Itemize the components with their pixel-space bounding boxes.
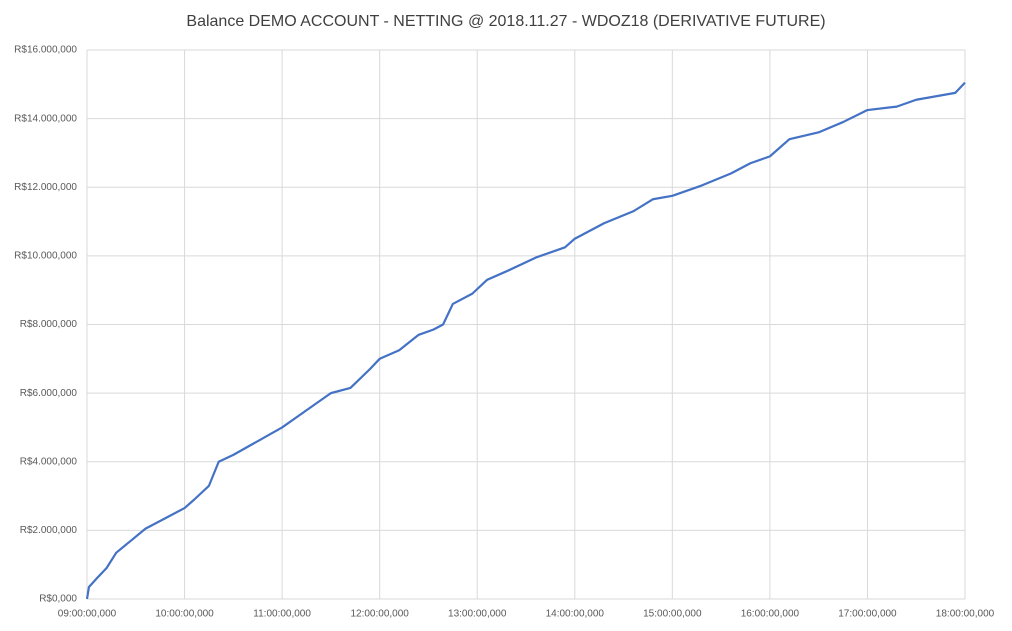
y-tick-label: R$8.000,000	[20, 319, 78, 330]
x-tick-label: 17:00:00,000	[838, 609, 897, 620]
y-tick-label: R$4.000,000	[20, 456, 78, 467]
x-tick-label: 10:00:00,000	[155, 609, 214, 620]
x-tick-label: 13:00:00,000	[448, 609, 507, 620]
x-tick-label: 15:00:00,000	[643, 609, 702, 620]
chart-title: Balance DEMO ACCOUNT - NETTING @ 2018.11…	[186, 13, 825, 30]
x-tick-label: 09:00:00,000	[58, 609, 117, 620]
data-line	[85, 81, 966, 600]
x-tick-label: 18:00:00,000	[936, 609, 995, 620]
y-tick-label: R$16.000,000	[14, 45, 77, 56]
x-tick-label: 12:00:00,000	[350, 609, 409, 620]
y-tick-label: R$10.000,000	[14, 251, 77, 262]
x-tick-label: 11:00:00,000	[253, 609, 311, 620]
y-tick-label: R$14.000,000	[14, 113, 77, 124]
x-tick-label: 16:00:00,000	[741, 609, 800, 620]
y-tick-label: R$0,000	[39, 594, 77, 605]
x-tick-label: 14:00:00,000	[546, 609, 605, 620]
y-tick-label: R$6.000,000	[20, 388, 78, 399]
y-tick-label: R$2.000,000	[20, 525, 78, 536]
y-tick-label: R$12.000,000	[14, 182, 77, 193]
